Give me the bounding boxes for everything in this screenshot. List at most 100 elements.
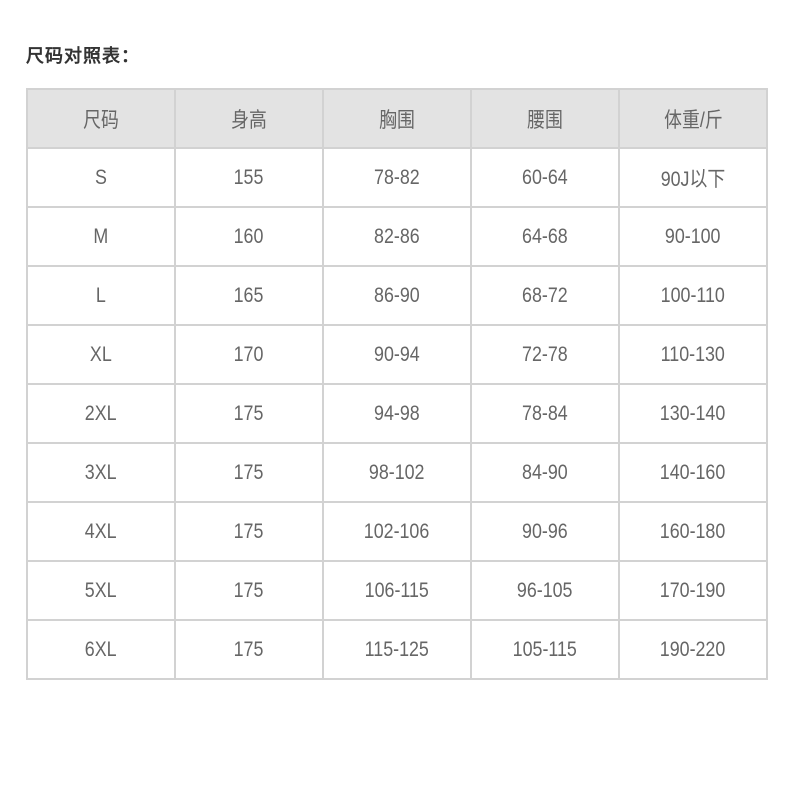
table-cell: 175 xyxy=(174,383,324,444)
column-header-label: 尺码 xyxy=(83,108,119,132)
column-header: 身高 xyxy=(174,88,324,149)
column-header: 胸围 xyxy=(322,88,472,149)
table-row: 3XL 175 98-102 84-90 140-160 xyxy=(26,442,768,503)
table-cell: 86-90 xyxy=(322,265,472,326)
table-cell: 5XL xyxy=(26,560,176,621)
table-cell: 90-94 xyxy=(322,324,472,385)
cell-value: M xyxy=(93,224,109,248)
table-cell: 78-84 xyxy=(470,383,620,444)
cell-value: 6XL xyxy=(85,637,117,661)
table-cell: 98-102 xyxy=(322,442,472,503)
cell-value: 115-125 xyxy=(364,637,430,661)
cell-value: 90-94 xyxy=(374,342,420,366)
cell-value: 94-98 xyxy=(374,401,420,425)
table-cell: 3XL xyxy=(26,442,176,503)
cell-value: XL xyxy=(90,342,112,366)
column-header-label: 腰围 xyxy=(527,108,563,132)
cell-value: 175 xyxy=(234,519,264,543)
column-header: 体重/斤 xyxy=(618,88,768,149)
table-cell: 175 xyxy=(174,619,324,680)
cell-value: 82-86 xyxy=(374,224,420,248)
table-row: 2XL 175 94-98 78-84 130-140 xyxy=(26,383,768,444)
cell-value: 90-100 xyxy=(665,224,721,248)
table-cell: 115-125 xyxy=(322,619,472,680)
table-row: S 155 78-82 60-64 90J以下 xyxy=(26,147,768,208)
cell-value: 78-84 xyxy=(522,401,568,425)
table-cell: 140-160 xyxy=(618,442,768,503)
cell-value: 175 xyxy=(234,637,264,661)
table-cell: 78-82 xyxy=(322,147,472,208)
column-header-label: 身高 xyxy=(231,108,267,132)
table-cell: 155 xyxy=(174,147,324,208)
column-header: 尺码 xyxy=(26,88,176,149)
cell-value: 5XL xyxy=(85,578,117,602)
table-cell: 165 xyxy=(174,265,324,326)
table-cell: S xyxy=(26,147,176,208)
cell-value: 86-90 xyxy=(374,283,420,307)
cell-value: 160 xyxy=(234,224,264,248)
table-cell: 106-115 xyxy=(322,560,472,621)
cell-value: 170-190 xyxy=(660,578,726,602)
page-title: 尺码对照表： xyxy=(26,46,140,67)
table-cell: 90-100 xyxy=(618,206,768,267)
table-cell: 170-190 xyxy=(618,560,768,621)
table-cell: 84-90 xyxy=(470,442,620,503)
table-row: L 165 86-90 68-72 100-110 xyxy=(26,265,768,326)
cell-value: 3XL xyxy=(85,460,117,484)
table-cell: 160 xyxy=(174,206,324,267)
table-cell: 94-98 xyxy=(322,383,472,444)
table-cell: 190-220 xyxy=(618,619,768,680)
cell-value: 130-140 xyxy=(660,401,726,425)
table-cell: L xyxy=(26,265,176,326)
cell-value: 165 xyxy=(234,283,264,307)
table-cell: 160-180 xyxy=(618,501,768,562)
table-cell: XL xyxy=(26,324,176,385)
table-cell: 100-110 xyxy=(618,265,768,326)
cell-value: 2XL xyxy=(85,401,117,425)
cell-value: 155 xyxy=(234,165,264,189)
cell-value: 105-115 xyxy=(512,637,578,661)
table-cell: 175 xyxy=(174,442,324,503)
table-cell: 6XL xyxy=(26,619,176,680)
cell-value: 96-105 xyxy=(517,578,573,602)
cell-value: 90-96 xyxy=(522,519,568,543)
cell-value: 78-82 xyxy=(374,165,420,189)
cell-value: 60-64 xyxy=(522,165,568,189)
header-row: 尺码 身高 胸围 腰围 体重/斤 xyxy=(26,88,768,149)
cell-value: 64-68 xyxy=(522,224,568,248)
cell-value: 90J以下 xyxy=(660,167,726,191)
cell-value: 72-78 xyxy=(522,342,568,366)
cell-value: 175 xyxy=(234,460,264,484)
cell-value: 98-102 xyxy=(369,460,425,484)
cell-value: 160-180 xyxy=(660,519,726,543)
table-row: 5XL 175 106-115 96-105 170-190 xyxy=(26,560,768,621)
table-cell: 82-86 xyxy=(322,206,472,267)
table-cell: 130-140 xyxy=(618,383,768,444)
table-cell: 102-106 xyxy=(322,501,472,562)
cell-value: 68-72 xyxy=(522,283,568,307)
table-row: XL 170 90-94 72-78 110-130 xyxy=(26,324,768,385)
table-row: M 160 82-86 64-68 90-100 xyxy=(26,206,768,267)
table-cell: 110-130 xyxy=(618,324,768,385)
cell-value: 4XL xyxy=(85,519,117,543)
table-cell: 175 xyxy=(174,560,324,621)
cell-value: L xyxy=(96,283,106,307)
table-cell: 72-78 xyxy=(470,324,620,385)
table-cell: 90J以下 xyxy=(618,147,768,208)
cell-value: 102-106 xyxy=(364,519,430,543)
table-cell: 175 xyxy=(174,501,324,562)
cell-value: 175 xyxy=(234,401,264,425)
cell-value: 84-90 xyxy=(522,460,568,484)
table-cell: 64-68 xyxy=(470,206,620,267)
table-cell: 60-64 xyxy=(470,147,620,208)
table-cell: 96-105 xyxy=(470,560,620,621)
table-cell: 4XL xyxy=(26,501,176,562)
table-cell: M xyxy=(26,206,176,267)
cell-value: 100-110 xyxy=(660,283,726,307)
table-cell: 2XL xyxy=(26,383,176,444)
cell-value: 140-160 xyxy=(660,460,726,484)
cell-value: S xyxy=(95,165,107,189)
column-header-label: 胸围 xyxy=(379,108,415,132)
column-header-label: 体重/斤 xyxy=(663,108,723,132)
table-cell: 105-115 xyxy=(470,619,620,680)
